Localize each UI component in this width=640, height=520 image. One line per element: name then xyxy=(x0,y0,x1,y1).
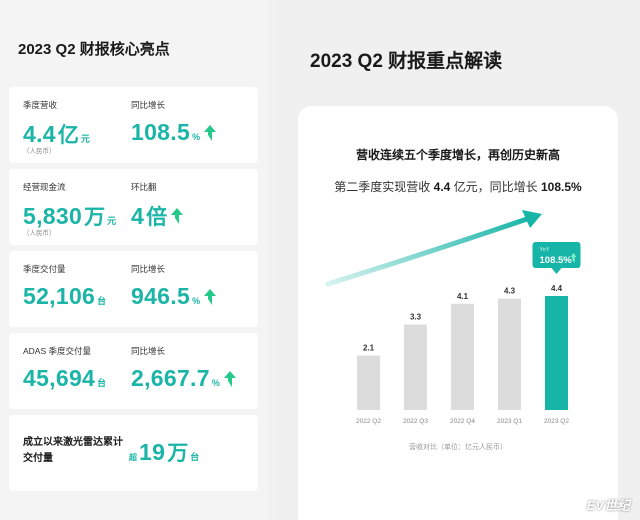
metric-unit: 元 xyxy=(80,134,90,144)
up-arrow-icon xyxy=(204,124,217,141)
metric-card-adas: ADAS 季度交付量 45,694 台 同比增长 2,667.7 % xyxy=(9,333,258,409)
metric-label: 季度营收 xyxy=(23,100,58,110)
left-title: 2023 Q2 财报核心亮点 xyxy=(18,41,170,58)
metric-adas-deliveries: ADAS 季度交付量 45,694 台 xyxy=(23,345,106,392)
bar-2022-q3 xyxy=(404,324,427,410)
lidar-value: 19 xyxy=(139,439,166,465)
bar-value-label: 3.3 xyxy=(410,313,422,322)
x-tick-label: 2022 Q3 xyxy=(403,418,428,425)
metric-card-revenue: 季度营收 4.4 亿 元 （人民币） 同比增长 108.5 % xyxy=(9,87,258,163)
bar-value-label: 4.1 xyxy=(457,292,469,301)
metric-card-lidar: 成立以来激光雷达累计交付量 超 19 万 台 xyxy=(9,415,258,491)
yoy-callout-pointer xyxy=(551,268,562,274)
sub-revenue: 4.4 xyxy=(433,180,451,194)
bar-value-label: 4.3 xyxy=(504,287,516,296)
metric-unit: % xyxy=(192,132,201,142)
sub-prefix: 第二季度实现营收 xyxy=(334,180,434,194)
metric-label: 同比增长 xyxy=(131,346,166,356)
watermark-logo: EV世纪 xyxy=(586,498,630,513)
metric-deliveries: 季度交付量 52,106 台 xyxy=(23,263,106,310)
yoy-callout-small: YoY xyxy=(540,247,550,253)
yoy-callout xyxy=(532,242,581,268)
currency-note: （人民币） xyxy=(23,148,56,155)
bar-2022-q4 xyxy=(451,303,474,410)
growth-arrowhead-icon xyxy=(522,210,542,228)
x-tick-label: 2023 Q2 xyxy=(544,418,569,425)
metric-label: 季度交付量 xyxy=(23,264,66,274)
metric-value: 946.5 xyxy=(131,283,191,309)
chart-caption: 营收对比（单位：亿元人民币） xyxy=(409,444,507,451)
right-panel: 2023 Q2 财报重点解读 营收连续五个季度增长，再创历史新高 第二季度实现营… xyxy=(278,0,640,520)
yoy-up-arrow-icon xyxy=(570,253,577,263)
bar-value-label: 4.4 xyxy=(551,284,563,293)
up-arrow-icon xyxy=(204,288,217,305)
metric-unit: % xyxy=(192,296,201,306)
metric-value: 108.5 xyxy=(131,119,191,145)
metric-adas-growth: 同比增长 2,667.7 % xyxy=(131,345,236,392)
lidar-prefix: 超 xyxy=(129,453,137,462)
lidar-unit-big: 万 xyxy=(167,442,189,465)
metric-cashflow: 经营现金流 5,830 万 元 xyxy=(23,181,116,231)
lidar-label: 成立以来激光雷达累计交付量 xyxy=(23,437,123,464)
metric-label: 同比增长 xyxy=(131,264,166,274)
metric-unit: 台 xyxy=(97,296,107,306)
metric-card-cashflow: 经营现金流 5,830 万 元 （人民币） 环比翻 4 倍 xyxy=(9,169,258,245)
right-title: 2023 Q2 财报重点解读 xyxy=(310,51,503,72)
metric-deliveries-growth: 同比增长 946.5 % xyxy=(131,263,217,310)
bar-2023-q2 xyxy=(545,296,568,410)
chart-subheadline: 第二季度实现营收 4.4 亿元，同比增长 108.5% xyxy=(298,178,618,195)
lidar-value-row: 超 19 万 台 xyxy=(129,437,199,467)
revenue-bar-chart: 2.1 2022 Q2 3.3 2022 Q3 4.1 2022 Q4 4.3 2023 Q1… xyxy=(325,210,581,425)
bar-2023-q1 xyxy=(498,298,521,410)
chart-headline: 营收连续五个季度增长，再创历史新高 xyxy=(355,148,560,162)
metric-label: 同比增长 xyxy=(131,100,166,110)
metric-unit: 台 xyxy=(97,378,107,388)
metric-unit: 元 xyxy=(107,216,117,226)
metric-unit-big: 亿 xyxy=(57,124,79,147)
metric-value: 4.4 xyxy=(23,121,56,147)
metric-unit: % xyxy=(211,378,220,388)
up-arrow-icon xyxy=(171,208,184,224)
metric-label: 环比翻 xyxy=(131,182,157,192)
chart-card: 营收连续五个季度增长，再创历史新高 第二季度实现营收 4.4 亿元，同比增长 1… xyxy=(298,106,618,520)
metric-revenue: 季度营收 4.4 亿 元 xyxy=(23,99,90,149)
metric-value: 4 xyxy=(131,203,145,229)
sub-growth: 108.5% xyxy=(541,180,582,194)
lidar-unit: 台 xyxy=(190,452,200,462)
currency-note: （人民币） xyxy=(23,230,56,237)
metric-revenue-growth: 同比增长 108.5 % xyxy=(131,99,217,146)
metric-value: 52,106 xyxy=(23,283,96,309)
left-panel: 2023 Q2 财报核心亮点 季度营收 4.4 亿 元 （人民币） 同比增长 1… xyxy=(0,0,268,520)
bar-value-label: 2.1 xyxy=(363,344,375,353)
metric-label: 经营现金流 xyxy=(23,182,66,192)
metric-unit-big: 万 xyxy=(84,206,106,229)
x-tick-label: 2022 Q4 xyxy=(450,418,475,425)
metric-value: 5,830 xyxy=(23,203,83,229)
x-tick-label: 2022 Q2 xyxy=(356,418,381,425)
metric-value: 45,694 xyxy=(23,365,96,391)
sub-mid: 亿元，同比增长 xyxy=(450,180,541,194)
metric-card-deliveries: 季度交付量 52,106 台 同比增长 946.5 % xyxy=(9,251,258,327)
x-tick-label: 2023 Q1 xyxy=(497,418,522,425)
metric-cashflow-qoq: 环比翻 4 倍 xyxy=(131,181,184,231)
up-arrow-icon xyxy=(223,370,236,387)
bar-2022-q2 xyxy=(357,355,380,410)
metric-value: 2,667.7 xyxy=(131,365,210,391)
metric-label: ADAS 季度交付量 xyxy=(23,346,92,356)
yoy-callout-value: 108.5% xyxy=(540,255,573,266)
metric-unit-big: 倍 xyxy=(146,206,168,229)
growth-arrow xyxy=(325,215,533,287)
